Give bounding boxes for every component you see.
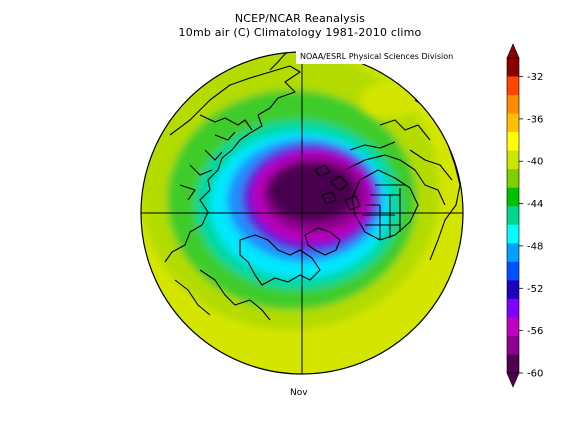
coastlines bbox=[164, 52, 461, 321]
colorbar-tick-label: -36 bbox=[527, 114, 543, 125]
coastline-greenland bbox=[351, 169, 419, 241]
colorbar-tick-label: -52 bbox=[527, 284, 543, 295]
colorbar-segment bbox=[507, 261, 519, 281]
title-line-2: 10mb air (C) Climatology 1981-2010 climo bbox=[178, 26, 422, 39]
coastline-asia bbox=[164, 65, 301, 263]
coastline-asia-inner bbox=[179, 114, 253, 201]
colorbar-frame bbox=[506, 57, 520, 374]
colorbar-tick-label: -44 bbox=[527, 199, 543, 210]
colorbar-segment bbox=[507, 206, 519, 226]
temperature-field bbox=[141, 52, 463, 374]
field-pocket-southwest bbox=[175, 326, 255, 354]
colorbar-segment bbox=[507, 76, 519, 96]
colorbar-bottom-arrow bbox=[506, 372, 520, 388]
colorbar: -32 -36 -40 -44 -48 -52 -56 -60 bbox=[506, 43, 543, 388]
colorbar-segment bbox=[507, 113, 519, 133]
colorbar-tick-label: -60 bbox=[527, 369, 543, 380]
coastline-africa-mideast bbox=[174, 269, 271, 321]
colorbar-segment bbox=[507, 169, 519, 189]
colorbar-tick-label: -40 bbox=[527, 157, 543, 168]
colorbar-segment bbox=[507, 280, 519, 300]
colorbar-segment bbox=[507, 95, 519, 114]
colorbar-top-arrow bbox=[506, 43, 520, 59]
title-line-1: NCEP/NCAR Reanalysis bbox=[234, 12, 366, 25]
colorbar-tick-label: -32 bbox=[527, 72, 543, 83]
credit-text: NOAA/ESRL Physical Sciences Division bbox=[300, 52, 454, 61]
credit-box bbox=[296, 50, 463, 64]
coastline-arctic-islands bbox=[314, 164, 361, 211]
coastline-canada-grid bbox=[344, 119, 453, 206]
colorbar-tick-label: -56 bbox=[527, 326, 543, 337]
colorbar-segment bbox=[507, 187, 519, 207]
colorbar-segment bbox=[507, 243, 519, 263]
colorbar-segment bbox=[507, 132, 519, 152]
coastline-europe bbox=[239, 234, 321, 286]
colorbar-segment bbox=[507, 354, 519, 374]
colorbar-segment bbox=[507, 224, 519, 244]
coastline-hatch-canada bbox=[362, 184, 405, 240]
colorbar-segment bbox=[507, 150, 519, 170]
colorbar-segment bbox=[507, 335, 519, 355]
field-core-dark bbox=[268, 163, 356, 221]
colorbar-segment bbox=[507, 58, 519, 77]
field-pocket-northeast bbox=[360, 82, 420, 118]
month-label: Nov bbox=[290, 388, 308, 398]
colorbar-tick-label: -48 bbox=[527, 241, 543, 252]
colorbar-segment bbox=[507, 298, 519, 318]
colorbar-segment bbox=[507, 317, 519, 337]
coastline-scandinavia bbox=[304, 227, 341, 256]
